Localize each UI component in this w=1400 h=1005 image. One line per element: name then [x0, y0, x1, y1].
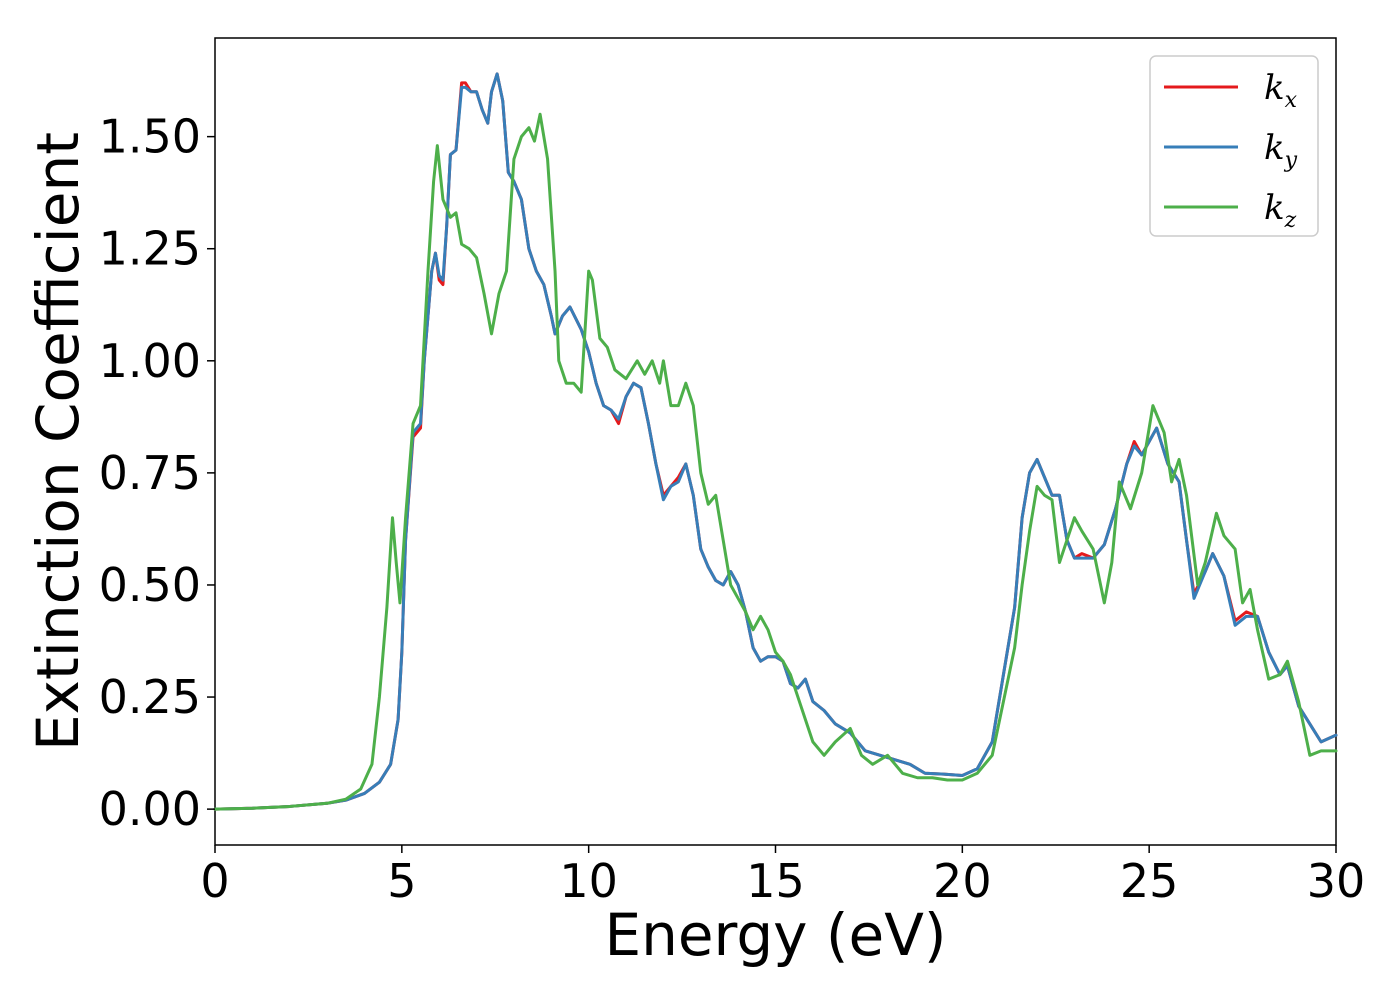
x-tick-label: 5 [387, 854, 416, 908]
series-line-y [213, 72, 1338, 811]
legend-label-y: ky [1264, 128, 1298, 173]
y-tick-label: 1.00 [99, 334, 201, 388]
series-line-z [213, 112, 1338, 811]
y-tick-label: 0.25 [99, 670, 201, 724]
y-tick-label: 0.50 [99, 558, 201, 612]
x-tick-label: 25 [1120, 854, 1179, 908]
y-axis-title: Extinction Coefficient [24, 132, 92, 751]
y-axis-ticks: 0.00 0.25 0.50 0.75 1.00 1.25 1.50 [99, 110, 215, 836]
x-tick-label: 20 [933, 854, 992, 908]
y-tick-label: 1.25 [99, 222, 201, 276]
x-tick-label: 15 [746, 854, 805, 908]
x-tick-label: 0 [200, 854, 229, 908]
x-tick-label: 10 [559, 854, 618, 908]
y-tick-label: 0.75 [99, 446, 201, 500]
legend: kx ky kz [1149, 55, 1319, 237]
legend-label-z: kz [1264, 188, 1297, 233]
series-layer [213, 72, 1338, 811]
x-axis-title: Energy (eV) [604, 901, 946, 969]
y-tick-label: 1.50 [99, 110, 201, 164]
x-axis-ticks: 0 5 10 15 20 25 30 [200, 845, 1365, 908]
legend-label-x: kx [1264, 68, 1298, 113]
y-tick-label: 0.00 [99, 782, 201, 836]
x-tick-label: 30 [1307, 854, 1366, 908]
